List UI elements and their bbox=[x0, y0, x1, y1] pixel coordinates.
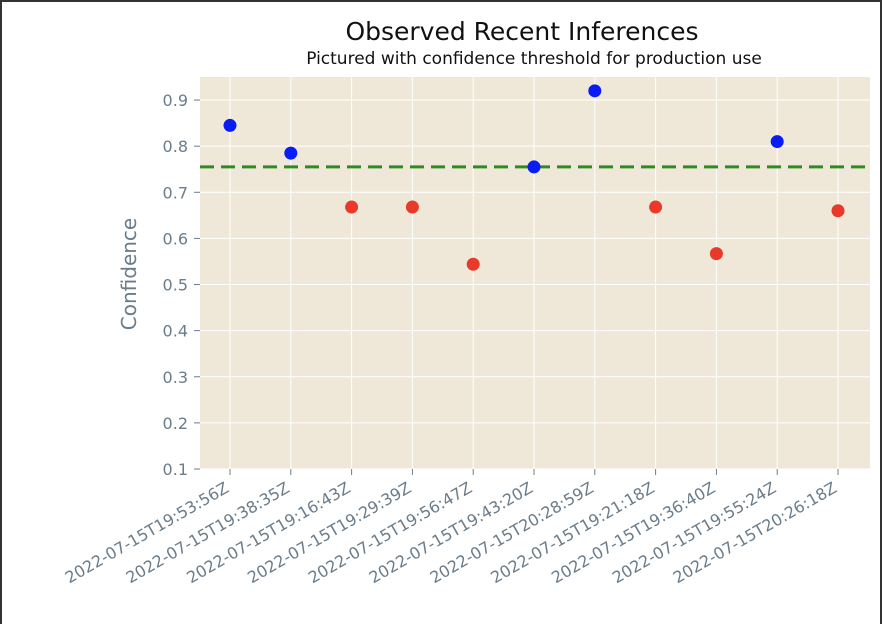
y-tick-label: 0.7 bbox=[163, 183, 188, 202]
data-point bbox=[405, 200, 419, 214]
y-tick-label: 0.4 bbox=[163, 322, 188, 341]
grid-lines bbox=[200, 77, 870, 470]
y-tick-label: 0.5 bbox=[163, 276, 188, 295]
chart-title: Observed Recent Inferences bbox=[345, 17, 698, 46]
data-point bbox=[709, 247, 723, 261]
data-point bbox=[223, 118, 237, 132]
y-tick-label: 0.1 bbox=[163, 460, 188, 479]
y-tick-label: 0.6 bbox=[163, 229, 188, 248]
data-point bbox=[284, 146, 298, 160]
y-tick-label: 0.3 bbox=[163, 368, 188, 387]
data-point bbox=[770, 135, 784, 149]
data-points bbox=[223, 84, 845, 271]
data-point bbox=[588, 84, 602, 98]
data-point bbox=[831, 204, 845, 218]
y-axis-label: Confidence bbox=[117, 218, 141, 330]
data-point bbox=[649, 200, 663, 214]
chart-subtitle: Pictured with confidence threshold for p… bbox=[306, 49, 762, 69]
data-point bbox=[345, 200, 359, 214]
y-tick-label: 0.8 bbox=[163, 137, 188, 156]
y-tick-label: 0.2 bbox=[163, 414, 188, 433]
data-point bbox=[466, 257, 480, 271]
data-point bbox=[527, 160, 541, 174]
y-tick-label: 0.9 bbox=[163, 91, 188, 110]
plot-area bbox=[200, 77, 870, 469]
